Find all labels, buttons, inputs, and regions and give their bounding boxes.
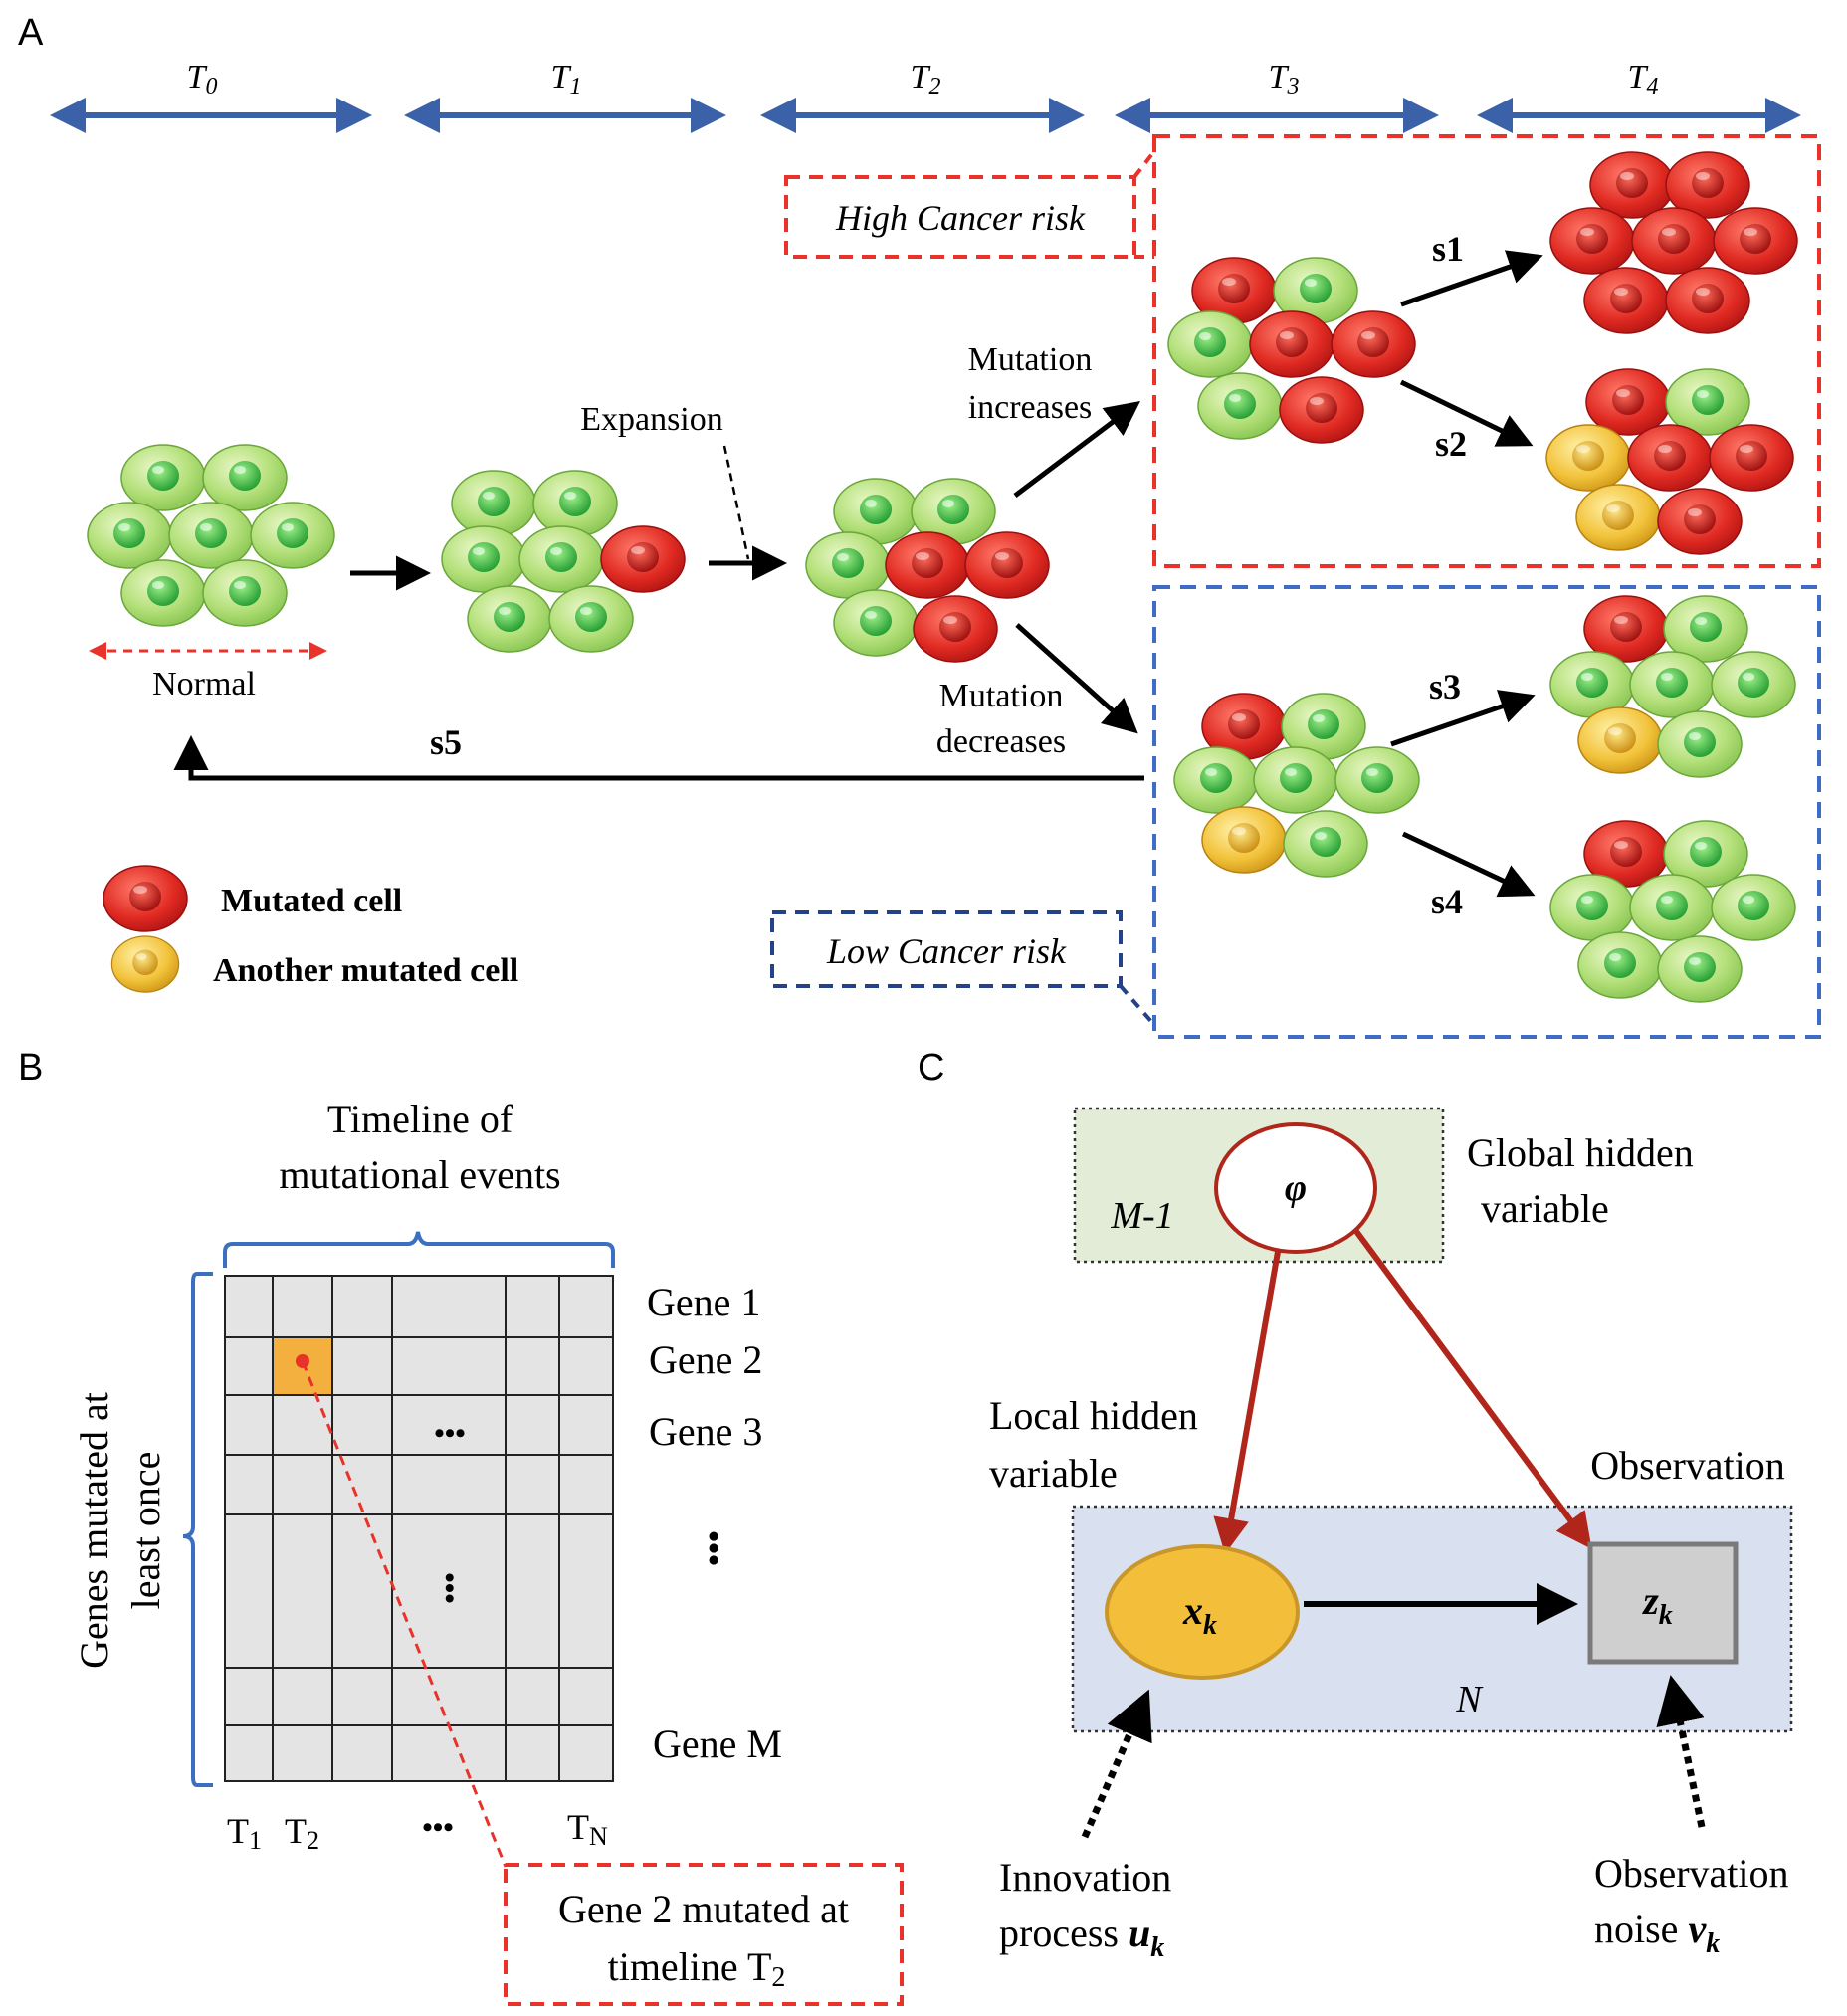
x-label: xk	[1182, 1588, 1217, 1641]
mutation-decreases-label-1: Mutation	[939, 678, 1064, 714]
high-risk-label-box	[784, 175, 1136, 259]
innovation-label-1: Innovation	[999, 1855, 1171, 1900]
legend-another-label: Another mutated cell	[213, 952, 518, 989]
arrow-s5-return	[173, 735, 1144, 781]
stage-s2-label: s2	[1435, 424, 1467, 464]
low-risk-box	[1152, 585, 1821, 1039]
timeline-bracket	[223, 1231, 615, 1268]
x-node	[1105, 1544, 1300, 1680]
z-node	[1587, 1541, 1739, 1665]
global-hidden-label-1: Global hidden	[1467, 1130, 1694, 1175]
panel-label-c: C	[918, 1047, 944, 1089]
mutation-increases-label-2: increases	[968, 389, 1093, 426]
cell-cluster-low-t3	[1173, 693, 1420, 878]
callout-text-1: Gene 2 mutated at	[558, 1887, 849, 1931]
arrow-s3	[1390, 690, 1536, 747]
gene-label-1: Gene 1	[647, 1280, 760, 1324]
cell-cluster-t1	[441, 470, 686, 653]
local-hidden-label-1: Local hidden	[989, 1393, 1198, 1438]
mutation-grid	[224, 1275, 614, 1782]
timeline-label-t1: T1	[551, 59, 582, 100]
timeline-title-1: Timeline of	[327, 1097, 513, 1141]
genes-axis-label-1: Genes mutated at	[72, 1392, 116, 1669]
arrow-mutation-increases	[1013, 400, 1140, 498]
legend-mutated-label: Mutated cell	[221, 883, 402, 919]
expansion-label: Expansion	[580, 401, 723, 438]
genes-bracket	[182, 1272, 213, 1787]
panel-label-b: B	[18, 1047, 43, 1089]
stage-s4-label: s4	[1431, 882, 1463, 921]
cell-cluster-s4	[1549, 820, 1796, 1003]
time-label-t1: T1	[227, 1811, 262, 1855]
local-hidden-label-2: variable	[989, 1451, 1118, 1496]
cell-cluster-s1	[1549, 151, 1798, 334]
innovation-label-2: process uk	[999, 1911, 1164, 1963]
mutation-increases-label-1: Mutation	[968, 341, 1093, 378]
timeline-label-t0: T0	[187, 59, 218, 100]
arrow-mutation-decreases	[1015, 623, 1138, 734]
z-label: zk	[1641, 1578, 1673, 1631]
low-risk-label: Low Cancer risk	[826, 931, 1067, 971]
arrow-s4	[1401, 831, 1536, 898]
timeline-label-t2: T2	[911, 59, 941, 100]
timeline-label-t3: T3	[1269, 59, 1300, 100]
edge-phi-to-z	[1352, 1228, 1592, 1549]
arrow-s2	[1399, 379, 1534, 447]
edge-phi-to-x	[1213, 1251, 1281, 1554]
cell-cluster-s2	[1545, 368, 1794, 555]
cell-cluster-high-t3	[1167, 257, 1416, 444]
timeline-label-t4: T4	[1628, 59, 1659, 100]
cell-cluster-normal	[87, 444, 335, 627]
grid-ellipsis-vertical: •••	[433, 1572, 466, 1604]
gene-label-2: Gene 2	[649, 1337, 762, 1382]
callout-line	[301, 1360, 508, 1868]
timeline-title-2: mutational events	[279, 1152, 560, 1197]
legend-another-cell-icon	[110, 935, 180, 993]
noise-label-1: Observation	[1594, 1851, 1789, 1896]
phi-node	[1214, 1122, 1377, 1254]
mutation-decreases-label-2: decreases	[936, 723, 1066, 760]
gene-label-m: Gene M	[653, 1721, 782, 1766]
low-risk-label-box	[770, 910, 1123, 988]
high-risk-label: High Cancer risk	[835, 198, 1086, 238]
stage-s1-label: s1	[1432, 229, 1464, 269]
time-label-tn: TN	[567, 1807, 608, 1851]
local-plate-label: N	[1455, 1679, 1484, 1720]
callout-text-2: timeline T2	[608, 1944, 786, 1993]
genes-axis-label-2: least once	[123, 1452, 168, 1610]
noise-label-2: noise vk	[1594, 1907, 1720, 1959]
cell-cluster-s3	[1549, 595, 1796, 778]
high-risk-box	[1152, 134, 1821, 568]
expansion-pointer	[722, 445, 750, 560]
legend: Mutated cell Another mutated cell	[103, 865, 518, 993]
observation-label: Observation	[1590, 1443, 1785, 1488]
time-label-t2: T2	[285, 1811, 319, 1855]
global-hidden-label-2: variable	[1481, 1186, 1609, 1231]
normal-label: Normal	[152, 666, 256, 703]
panel-label-a: A	[18, 12, 44, 54]
cell-cluster-t2	[805, 478, 1050, 663]
stage-s5-label: s5	[430, 722, 462, 762]
arrow-s1	[1400, 250, 1543, 307]
phi-label: φ	[1285, 1167, 1307, 1209]
grid-ellipsis-horizontal: •••	[434, 1417, 466, 1450]
legend-mutated-cell-icon	[103, 865, 188, 932]
gene-label-3: Gene 3	[649, 1409, 762, 1454]
time-ellipsis: •••	[422, 1811, 454, 1844]
stage-s3-label: s3	[1429, 667, 1461, 706]
callout-box	[504, 1863, 904, 2006]
global-plate-label: M-1	[1110, 1195, 1173, 1237]
gene-list-ellipsis: •••	[695, 1530, 731, 1566]
